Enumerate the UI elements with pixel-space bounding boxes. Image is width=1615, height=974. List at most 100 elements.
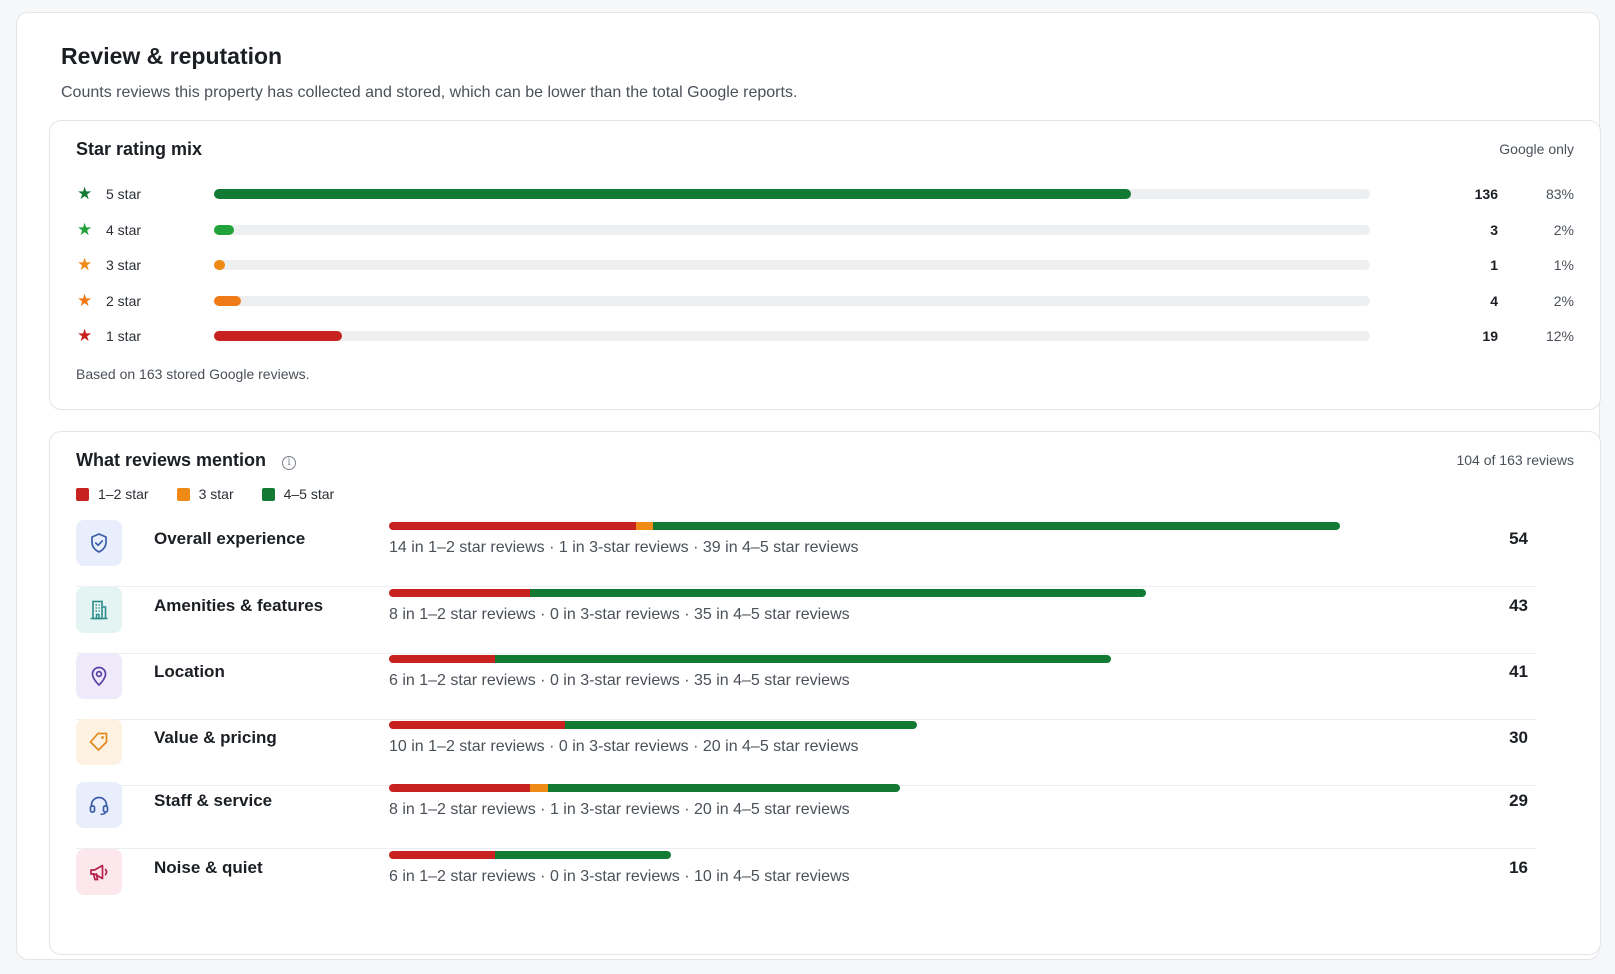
legend-label: 4–5 star [283, 486, 335, 502]
star-icon: ★ [77, 290, 93, 310]
low-rating-segment [389, 721, 565, 729]
star-percent: 83% [1545, 186, 1574, 202]
topic-total-count: 54 [1509, 529, 1528, 548]
topic-breakdown: 8 in 1–2 star reviews · 1 in 3-star revi… [389, 801, 850, 818]
star-bar-track [214, 260, 1370, 270]
page-subtitle: Counts reviews this property has collect… [61, 84, 798, 101]
topic-row[interactable]: Amenities & features 8 in 1–2 star review… [76, 587, 1536, 654]
topic-row[interactable]: Overall experience 14 in 1–2 star reviews… [76, 520, 1536, 587]
mid-rating-segment [635, 522, 654, 530]
high-rating-segment [653, 522, 1340, 530]
star-label: 1 star [106, 328, 142, 344]
star-icon: ★ [77, 255, 93, 274]
high-rating-segment [494, 851, 671, 859]
topic-total-count: 43 [1509, 596, 1528, 615]
low-rating-segment [389, 522, 636, 530]
topic-label: Overall experience [154, 529, 306, 548]
topic-total-count: 29 [1509, 791, 1528, 810]
star-percent: 2% [1553, 292, 1574, 309]
low-rating-segment [389, 655, 495, 663]
star-percent: 1% [1553, 257, 1574, 273]
star-count: 1 [1490, 257, 1498, 273]
topic-total-count: 16 [1509, 858, 1528, 877]
headset-icon [76, 782, 122, 828]
shield-check-icon [76, 520, 122, 566]
topic-breakdown: 6 in 1–2 star reviews · 0 in 3-star revi… [389, 672, 850, 689]
star-bar-track [214, 331, 1370, 341]
star-icon: ★ [77, 219, 93, 239]
star-icon: ★ [77, 184, 93, 203]
legend: 1–2 star 3 star 4–5 star [76, 484, 334, 504]
star-bar-track [214, 189, 1370, 199]
legend-swatch [261, 487, 275, 501]
topic-row[interactable]: Staff & service 8 in 1–2 star reviews · 1… [76, 782, 1536, 849]
info-icon[interactable]: i [282, 456, 296, 470]
star-footnote: Based on 163 stored Google reviews. [76, 366, 310, 382]
page-title: Review & reputation [61, 43, 283, 69]
price-tag-icon [76, 719, 122, 765]
source-tag: Google only [1499, 141, 1574, 157]
star-count: 3 [1490, 221, 1498, 238]
topic-stacked-bar [389, 784, 900, 792]
topic-stacked-bar [389, 851, 671, 859]
topic-total-count: 30 [1509, 728, 1528, 747]
legend-swatch [176, 487, 190, 501]
legend-item: 1–2 star [76, 486, 149, 502]
star-icon: ★ [77, 326, 93, 345]
star-bar-track [214, 295, 1370, 306]
star-label: 2 star [106, 292, 142, 309]
star-row: ★ 3 star 1 1% [50, 255, 1600, 279]
high-rating-segment [565, 721, 917, 729]
star-bar-fill [214, 331, 342, 341]
topic-stacked-bar [389, 655, 1111, 663]
topic-row[interactable]: Value & pricing 10 in 1–2 star reviews · … [76, 719, 1536, 786]
mid-rating-segment [529, 784, 548, 792]
star-percent: 12% [1545, 328, 1574, 344]
star-label: 3 star [106, 257, 142, 273]
topic-breakdown: 8 in 1–2 star reviews · 0 in 3-star revi… [389, 606, 850, 623]
megaphone-icon [76, 849, 122, 895]
star-row: ★ 2 star 4 2% [50, 291, 1600, 315]
star-row: ★ 5 star 136 83% [50, 184, 1600, 208]
map-pin-icon [76, 653, 122, 699]
star-bar-track [214, 224, 1370, 235]
topic-label: Location [154, 662, 225, 681]
building-icon [76, 587, 122, 633]
star-label: 4 star [106, 221, 142, 238]
high-rating-segment [547, 784, 900, 792]
review-mentions-card: What reviews mention i 104 of 163 review… [49, 431, 1601, 955]
star-bar-fill [214, 224, 234, 235]
legend-item: 4–5 star [261, 486, 335, 502]
topic-breakdown: 14 in 1–2 star reviews · 1 in 3-star rev… [389, 539, 859, 556]
topic-label: Value & pricing [154, 728, 277, 747]
star-row: ★ 4 star 3 2% [50, 220, 1600, 244]
topic-label: Staff & service [154, 791, 273, 810]
star-row: ★ 1 star 19 12% [50, 326, 1600, 350]
topic-breakdown: 10 in 1–2 star reviews · 0 in 3-star rev… [389, 738, 859, 755]
low-rating-segment [389, 784, 530, 792]
high-rating-segment [529, 589, 1146, 597]
star-count: 4 [1490, 292, 1498, 309]
star-bar-fill [214, 189, 1131, 199]
star-percent: 2% [1553, 221, 1574, 238]
topic-label: Noise & quiet [154, 858, 263, 877]
topic-stacked-bar [389, 721, 917, 729]
star-count: 19 [1482, 328, 1498, 344]
legend-label: 1–2 star [98, 486, 149, 502]
mentions-summary: 104 of 163 reviews [1456, 452, 1574, 468]
star-rating-mix-title: Star rating mix [76, 139, 203, 159]
topic-row[interactable]: Location 6 in 1–2 star reviews · 0 in 3-s… [76, 653, 1536, 720]
star-rating-mix-card: Star rating mix Google only ★ 5 star 136 83… [49, 120, 1601, 410]
topic-row[interactable]: Noise & quiet 6 in 1–2 star reviews · 0 i… [76, 849, 1536, 915]
legend-swatch [76, 487, 89, 501]
star-bar-fill [214, 260, 225, 270]
star-count: 136 [1474, 186, 1498, 202]
mentions-title: What reviews mention [76, 450, 267, 470]
star-label: 5 star [106, 186, 142, 202]
star-bar-fill [214, 295, 241, 306]
low-rating-segment [389, 589, 530, 597]
high-rating-segment [494, 655, 1111, 663]
topic-total-count: 41 [1509, 662, 1528, 681]
legend-item: 3 star [176, 486, 234, 502]
topic-stacked-bar [389, 589, 1146, 597]
